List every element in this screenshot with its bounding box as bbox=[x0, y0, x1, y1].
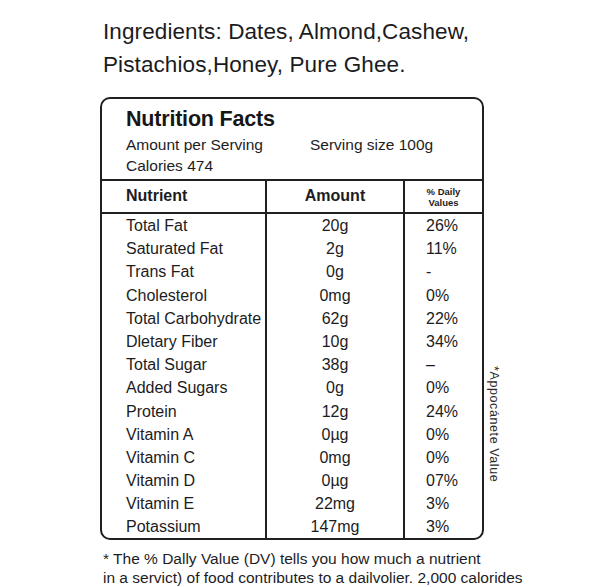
table-row: Saturated Fat2g11% bbox=[102, 237, 482, 260]
nutrient-amount: 147mg bbox=[265, 515, 403, 538]
table-row: Vitamin D0µg07% bbox=[102, 469, 482, 492]
nutrient-name: Saturated Fat bbox=[102, 237, 265, 260]
daily-value-footnote: * The % Dally Value (DV) tells you how m… bbox=[103, 549, 563, 587]
nutrient-daily-value: 07% bbox=[403, 469, 482, 492]
nutrient-daily-value: 11% bbox=[403, 237, 482, 260]
nutrient-name: Added Sugars bbox=[102, 376, 265, 399]
nutrient-amount: 2g bbox=[265, 237, 403, 260]
nutrition-facts-title: Nutrition Facts bbox=[126, 107, 482, 132]
nutrient-daily-value: – bbox=[403, 353, 482, 376]
nutrient-amount: 62g bbox=[265, 307, 403, 330]
table-row: Vitamin C0mg0% bbox=[102, 446, 482, 469]
daily-values-line2: Values bbox=[428, 197, 458, 208]
nutrient-name: Potassium bbox=[102, 515, 265, 538]
nutrient-amount: 20g bbox=[265, 214, 403, 237]
nutrient-amount: 0µg bbox=[265, 423, 403, 446]
footnote-line-1: * The % Dally Value (DV) tells you how m… bbox=[103, 549, 563, 568]
table-row: Vitamin E22mg3% bbox=[102, 492, 482, 515]
ingredients-text: Ingredients: Dates, Almond,Cashew, Pista… bbox=[103, 15, 543, 81]
table-row: Potassium147mg3% bbox=[102, 515, 482, 538]
table-header-row: Nutrient Amount % Daily Values bbox=[102, 181, 482, 214]
approximate-value-side-note: *Appocánete Value bbox=[487, 366, 501, 536]
nutrient-daily-value: 34% bbox=[403, 330, 482, 353]
nutrient-daily-value: 0% bbox=[403, 446, 482, 469]
daily-values-line1: % Daily bbox=[427, 186, 461, 197]
nutrient-name: Total Sugar bbox=[102, 353, 265, 376]
nutrient-table-body: Total Fat20g26%Saturated Fat2g11%Trans F… bbox=[102, 214, 482, 539]
nutrient-daily-value: - bbox=[403, 260, 482, 283]
table-row: Protein12g24% bbox=[102, 400, 482, 423]
nutrient-daily-value: 3% bbox=[403, 492, 482, 515]
nutrient-name: Cholesterol bbox=[102, 284, 265, 307]
nutrient-name: Total Carbohydrate bbox=[102, 307, 265, 330]
serving-row: Amount per Serving Serving size 100g bbox=[126, 136, 482, 154]
table-row: Total Fat20g26% bbox=[102, 214, 482, 237]
table-row: Total Carbohydrate62g22% bbox=[102, 307, 482, 330]
nutrient-daily-value: 24% bbox=[403, 400, 482, 423]
nutrient-name: Protein bbox=[102, 400, 265, 423]
nutrient-amount: 38g bbox=[265, 353, 403, 376]
nutrient-amount: 12g bbox=[265, 400, 403, 423]
nutrient-daily-value: 0% bbox=[403, 376, 482, 399]
nutrient-amount: 0mg bbox=[265, 284, 403, 307]
nutrient-name: Vitamin D bbox=[102, 469, 265, 492]
table-row: Cholesterol0mg0% bbox=[102, 284, 482, 307]
table-row: Added Sugars0g0% bbox=[102, 376, 482, 399]
nutrient-daily-value: 0% bbox=[403, 423, 482, 446]
nutrient-amount: 22mg bbox=[265, 492, 403, 515]
footnote-line-2: in a servict) of food contributes to a d… bbox=[103, 568, 563, 587]
column-header-daily-values: % Daily Values bbox=[403, 181, 482, 212]
nutrient-amount: 10g bbox=[265, 330, 403, 353]
amount-per-serving-label: Amount per Serving bbox=[126, 136, 263, 153]
nutrient-name: Trans Fat bbox=[102, 260, 265, 283]
nutrient-name: Vitamin E bbox=[102, 492, 265, 515]
nutrient-daily-value: 26% bbox=[403, 214, 482, 237]
nutrient-name: Total Fat bbox=[102, 214, 265, 237]
nutrient-name: Dletary Fiber bbox=[102, 330, 265, 353]
table-row: Trans Fat0g- bbox=[102, 260, 482, 283]
table-row: Total Sugar38g– bbox=[102, 353, 482, 376]
nutrient-daily-value: 0% bbox=[403, 284, 482, 307]
label-header: Nutrition Facts Amount per Serving Servi… bbox=[102, 99, 482, 181]
nutrient-daily-value: 3% bbox=[403, 515, 482, 538]
nutrition-facts-panel: Nutrition Facts Amount per Serving Servi… bbox=[100, 97, 484, 540]
column-header-nutrient: Nutrient bbox=[102, 181, 265, 212]
nutrient-amount: 0mg bbox=[265, 446, 403, 469]
column-header-amount: Amount bbox=[265, 181, 403, 212]
calories-label: Calories 474 bbox=[126, 157, 482, 175]
nutrient-amount: 0g bbox=[265, 376, 403, 399]
nutrient-amount: 0µg bbox=[265, 469, 403, 492]
nutrient-daily-value: 22% bbox=[403, 307, 482, 330]
serving-size-label: Serving size 100g bbox=[310, 136, 433, 154]
table-row: Vitamin A0µg0% bbox=[102, 423, 482, 446]
table-row: Dletary Fiber10g34% bbox=[102, 330, 482, 353]
nutrition-label-page: Ingredients: Dates, Almond,Cashew, Pista… bbox=[0, 0, 600, 587]
nutrient-amount: 0g bbox=[265, 260, 403, 283]
nutrient-name: Vitamin A bbox=[102, 423, 265, 446]
nutrient-name: Vitamin C bbox=[102, 446, 265, 469]
